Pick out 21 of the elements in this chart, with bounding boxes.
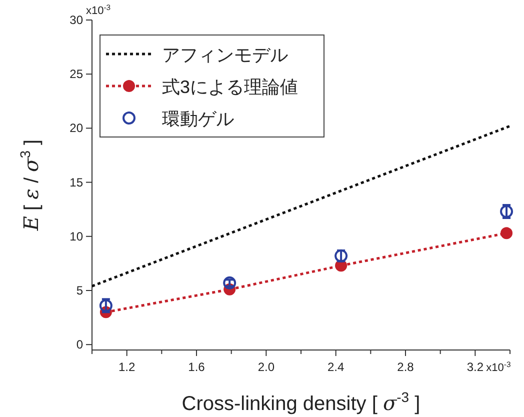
x-tick-label: 2.8 — [397, 360, 414, 374]
legend-label: 式3による理論値 — [162, 77, 298, 97]
x-tick-label: 2.4 — [327, 360, 344, 374]
y-tick-label: 30 — [70, 13, 84, 27]
y-tick-label: 0 — [76, 338, 84, 352]
x-tick-label: 1.2 — [118, 360, 136, 374]
text: x10$^{-3}$ — [86, 2, 111, 17]
y-tick-label: 10 — [70, 229, 84, 244]
x-tick-label: 1.6 — [188, 360, 206, 374]
text: 2.0 — [258, 360, 275, 374]
y-tick-label: 15 — [70, 175, 84, 190]
x-tick-label: 3.2 — [466, 360, 484, 374]
legend-label: 環動ゲル — [162, 109, 234, 129]
point — [223, 276, 236, 290]
y-tick-label: 20 — [70, 121, 84, 136]
point — [500, 227, 513, 240]
y-tick-label: 25 — [70, 67, 84, 82]
legend-label: アフィンモデル — [162, 45, 288, 65]
y-tick-label: 5 — [76, 283, 84, 298]
x-axis-title: Cross-linking density [ σ$^{-3}$ ] — [182, 389, 420, 415]
text: x10$^{-3}$ — [486, 360, 511, 374]
